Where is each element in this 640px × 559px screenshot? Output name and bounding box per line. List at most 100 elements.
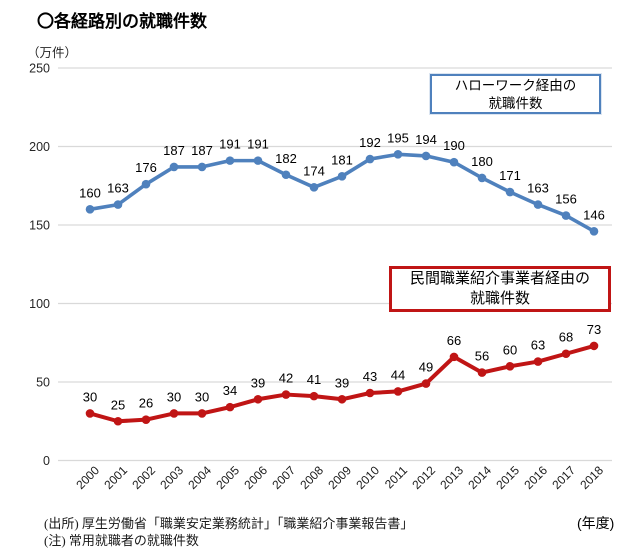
- data-label: 191: [219, 137, 241, 152]
- data-point: [421, 151, 431, 161]
- data-point: [561, 349, 571, 359]
- data-label: 39: [251, 375, 265, 390]
- data-point: [169, 162, 179, 172]
- legend-hellowork-line1: ハローワーク経由の: [454, 78, 577, 93]
- data-label: 194: [415, 132, 437, 147]
- data-label: 68: [559, 330, 573, 345]
- x-tick-label: 2010: [353, 463, 382, 492]
- x-tick-label: 2000: [73, 463, 102, 492]
- x-tick-label: 2018: [577, 463, 606, 492]
- data-point: [505, 187, 515, 197]
- data-label: 195: [387, 130, 409, 145]
- y-tick-label: 150: [29, 219, 50, 233]
- data-label: 160: [79, 185, 101, 200]
- x-tick-label: 2007: [269, 463, 298, 492]
- x-tick-label: 2014: [465, 463, 494, 492]
- data-label: 34: [223, 383, 237, 398]
- data-label: 41: [307, 372, 321, 387]
- data-point: [393, 150, 403, 159]
- x-tick-label: 2006: [241, 463, 270, 492]
- data-label: 163: [527, 181, 549, 196]
- data-label: 73: [587, 322, 601, 337]
- data-label: 187: [191, 143, 213, 158]
- data-label: 44: [391, 367, 405, 382]
- x-tick-label: 2012: [409, 463, 438, 492]
- legend-hellowork-box: ハローワーク経由の 就職件数: [430, 74, 601, 114]
- data-label: 182: [275, 151, 297, 166]
- data-label: 190: [443, 138, 465, 153]
- page-title: 〇各経路別の就職件数: [37, 12, 207, 31]
- x-tick-label: 2017: [549, 463, 578, 492]
- data-label: 56: [475, 349, 489, 364]
- source-note: (出所) 厚生労働省「職業安定業務統計」「職業紹介事業報告書」: [44, 516, 414, 531]
- data-label: 39: [335, 375, 349, 390]
- data-label: 66: [447, 333, 461, 348]
- data-point: [337, 394, 347, 404]
- data-point: [113, 416, 123, 426]
- x-tick-label: 2016: [521, 463, 550, 492]
- y-tick-label: 250: [29, 62, 50, 76]
- data-label: 30: [167, 389, 181, 404]
- data-point: [477, 173, 487, 183]
- data-point: [197, 409, 207, 418]
- data-label: 146: [583, 207, 605, 222]
- data-point: [589, 341, 599, 351]
- data-point: [169, 409, 179, 418]
- data-point: [85, 409, 95, 418]
- data-point: [113, 200, 123, 209]
- x-tick-label: 2011: [382, 463, 410, 491]
- data-label: 30: [83, 389, 97, 404]
- data-point: [477, 368, 487, 377]
- data-point: [253, 394, 263, 404]
- y-tick-label: 0: [43, 454, 50, 468]
- x-tick-label: 2003: [157, 463, 186, 492]
- data-label: 63: [531, 338, 545, 353]
- legend-private-line1: 民間職業紹介事業者経由の: [409, 270, 590, 287]
- data-point: [85, 205, 95, 214]
- data-label: 181: [331, 152, 353, 167]
- data-label: 30: [195, 389, 209, 404]
- data-point: [309, 391, 319, 401]
- y-tick-label: 50: [36, 376, 50, 390]
- data-label: 191: [247, 137, 269, 152]
- data-label: 187: [163, 143, 185, 158]
- data-label: 43: [363, 369, 377, 384]
- y-axis-unit-label: （万件）: [27, 46, 78, 60]
- data-point: [533, 200, 543, 209]
- data-label: 60: [503, 342, 517, 357]
- data-point: [449, 157, 459, 167]
- data-point: [225, 402, 235, 412]
- footnote: (注) 常用就職者の就職件数: [44, 533, 199, 548]
- x-tick-label: 2004: [185, 463, 214, 492]
- data-point: [365, 388, 375, 398]
- data-label: 192: [359, 135, 381, 150]
- data-point: [309, 183, 319, 192]
- data-label: 171: [499, 168, 521, 183]
- data-point: [225, 156, 235, 165]
- data-label: 25: [111, 397, 125, 412]
- data-point: [141, 179, 151, 189]
- x-axis-unit-label: (年度): [577, 515, 615, 531]
- data-label: 176: [135, 160, 157, 175]
- y-tick-label: 100: [29, 297, 50, 311]
- legend-private-box: 民間職業紹介事業者経由の 就職件数: [389, 266, 611, 312]
- data-label: 42: [279, 371, 293, 386]
- data-point: [561, 211, 571, 220]
- data-point: [533, 357, 543, 366]
- data-label: 174: [303, 163, 325, 178]
- x-tick-label: 2002: [129, 463, 158, 492]
- data-point: [141, 415, 151, 424]
- y-tick-label: 200: [29, 140, 50, 154]
- data-point: [281, 170, 291, 180]
- data-point: [589, 226, 599, 236]
- data-point: [197, 162, 207, 172]
- data-point: [365, 154, 375, 164]
- legend-private-line2: 就職件数: [469, 290, 530, 307]
- data-point: [505, 362, 515, 371]
- data-label: 156: [555, 192, 577, 207]
- x-tick-label: 2008: [297, 463, 326, 492]
- data-point: [281, 390, 291, 399]
- legend-hellowork-line2: 就職件数: [488, 96, 543, 111]
- x-tick-label: 2005: [213, 463, 242, 492]
